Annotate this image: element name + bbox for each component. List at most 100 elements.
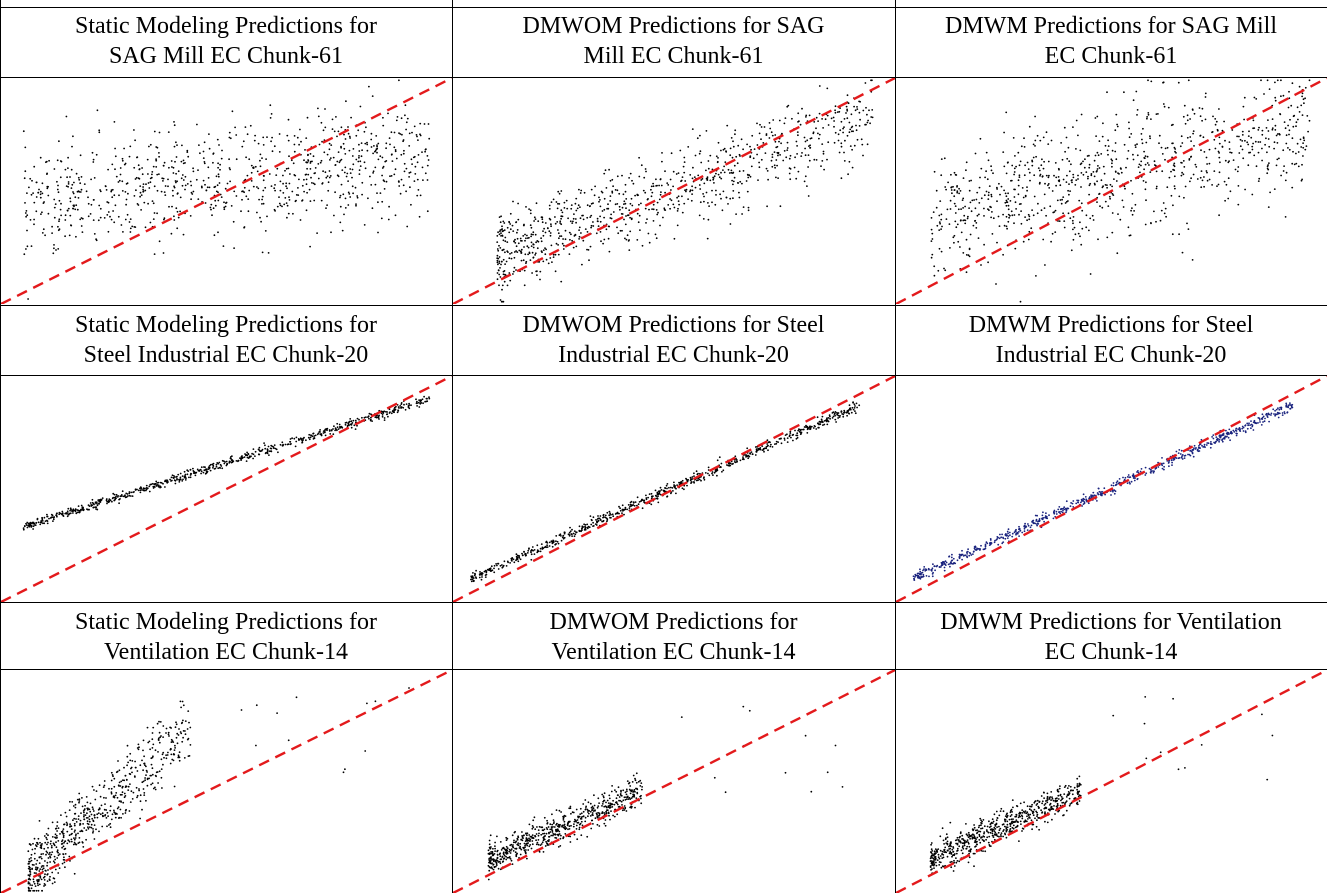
scatter-point	[1129, 234, 1132, 237]
scatter-point	[935, 189, 938, 192]
scatter-point	[737, 144, 740, 147]
scatter-point	[638, 175, 641, 178]
scatter-point	[39, 156, 42, 159]
scatter-point	[1037, 167, 1040, 169]
scatter-point	[38, 820, 41, 822]
scatter-point	[410, 203, 412, 206]
scatter-point	[622, 508, 625, 511]
scatter-point	[830, 117, 833, 120]
scatter-point	[715, 469, 718, 472]
scatter-point	[224, 205, 227, 208]
scatter-point	[727, 464, 730, 467]
scatter-point	[1147, 113, 1150, 116]
scatter-point	[281, 441, 284, 444]
scatter-point	[642, 189, 645, 192]
scatter-point	[163, 218, 165, 221]
scatter-point	[43, 516, 46, 519]
scatter-point	[242, 140, 245, 143]
scatter-point	[216, 138, 219, 141]
scatter-point	[90, 826, 93, 829]
scatter-point	[302, 439, 304, 441]
scatter-point	[509, 279, 512, 282]
scatter-point	[1193, 145, 1195, 147]
scatter-point	[309, 245, 311, 248]
scatter-point	[843, 151, 845, 154]
scatter-point	[771, 156, 774, 158]
scatter-point	[1052, 517, 1055, 520]
scatter-point	[184, 188, 186, 191]
scatter-point	[644, 168, 647, 170]
scatter-point	[707, 167, 710, 170]
scatter-point	[730, 137, 733, 139]
scatter-point	[1243, 118, 1245, 121]
scatter-point	[500, 228, 503, 231]
scatter-point	[1145, 472, 1148, 475]
scatter-point	[987, 261, 989, 264]
scatter-point	[162, 164, 165, 167]
scatter-point	[33, 218, 35, 221]
scatter-point	[815, 116, 818, 119]
scatter-point	[1242, 430, 1245, 432]
scatter-point	[641, 507, 644, 510]
scatter-point	[208, 465, 211, 467]
scatter-point	[725, 196, 728, 199]
scatter-point	[370, 416, 372, 419]
scatter-point	[1044, 264, 1046, 266]
scatter-point	[563, 244, 565, 247]
scatter-point	[870, 116, 873, 118]
scatter-point	[1283, 165, 1285, 167]
scatter-point	[1095, 170, 1098, 173]
scatter-point	[246, 133, 249, 136]
scatter-point	[170, 476, 173, 479]
scatter-point	[284, 197, 287, 199]
scatter-point	[274, 189, 276, 192]
scatter-point	[370, 184, 373, 186]
scatter-point	[1178, 233, 1180, 236]
scatter-point	[939, 222, 941, 225]
scatter-point	[1127, 150, 1130, 152]
scatter-point	[696, 473, 699, 476]
scatter-point	[1227, 197, 1230, 200]
scatter-point	[426, 179, 429, 181]
scatter-point	[1302, 155, 1304, 157]
scatter-point	[530, 226, 533, 229]
scatter-point	[732, 190, 735, 192]
scatter-point	[681, 211, 684, 214]
scatter-point	[912, 575, 915, 578]
scatter-point	[1235, 434, 1238, 437]
scatter-point	[124, 191, 127, 193]
panel-title-sag-dmwm: DMWM Predictions for SAG Mill EC Chunk-6…	[895, 8, 1327, 74]
scatter-point	[1080, 202, 1083, 205]
scatter-point	[285, 185, 287, 188]
scatter-point	[839, 107, 841, 109]
scatter-point	[368, 85, 370, 88]
scatter-point	[1076, 499, 1078, 502]
scatter-point	[1095, 135, 1097, 137]
scatter-point	[1291, 186, 1294, 189]
scatter-point	[1255, 165, 1258, 168]
scatter-point	[995, 283, 997, 285]
scatter-point	[1221, 145, 1224, 148]
scatter-point	[192, 170, 195, 173]
scatter-point	[582, 239, 585, 242]
scatter-point	[835, 421, 837, 423]
scatter-point	[570, 204, 573, 206]
scatter-point	[218, 461, 221, 464]
scatter-point	[755, 448, 758, 450]
scatter-point	[1221, 438, 1224, 441]
scatter-point	[423, 395, 425, 398]
scatter-point	[403, 162, 406, 165]
scatter-point	[678, 203, 680, 206]
scatter-point	[34, 524, 37, 526]
scatter-point	[640, 202, 642, 205]
scatter-point	[729, 197, 732, 200]
scatter-point	[67, 181, 70, 183]
scatter-point	[279, 189, 282, 192]
scatter-point	[25, 210, 28, 212]
scatter-point	[129, 227, 132, 230]
scatter-point	[1048, 514, 1050, 517]
scatter-point	[336, 135, 338, 138]
scatter-point	[151, 200, 154, 202]
scatter-point	[1236, 135, 1238, 138]
scatter-point	[154, 788, 157, 791]
